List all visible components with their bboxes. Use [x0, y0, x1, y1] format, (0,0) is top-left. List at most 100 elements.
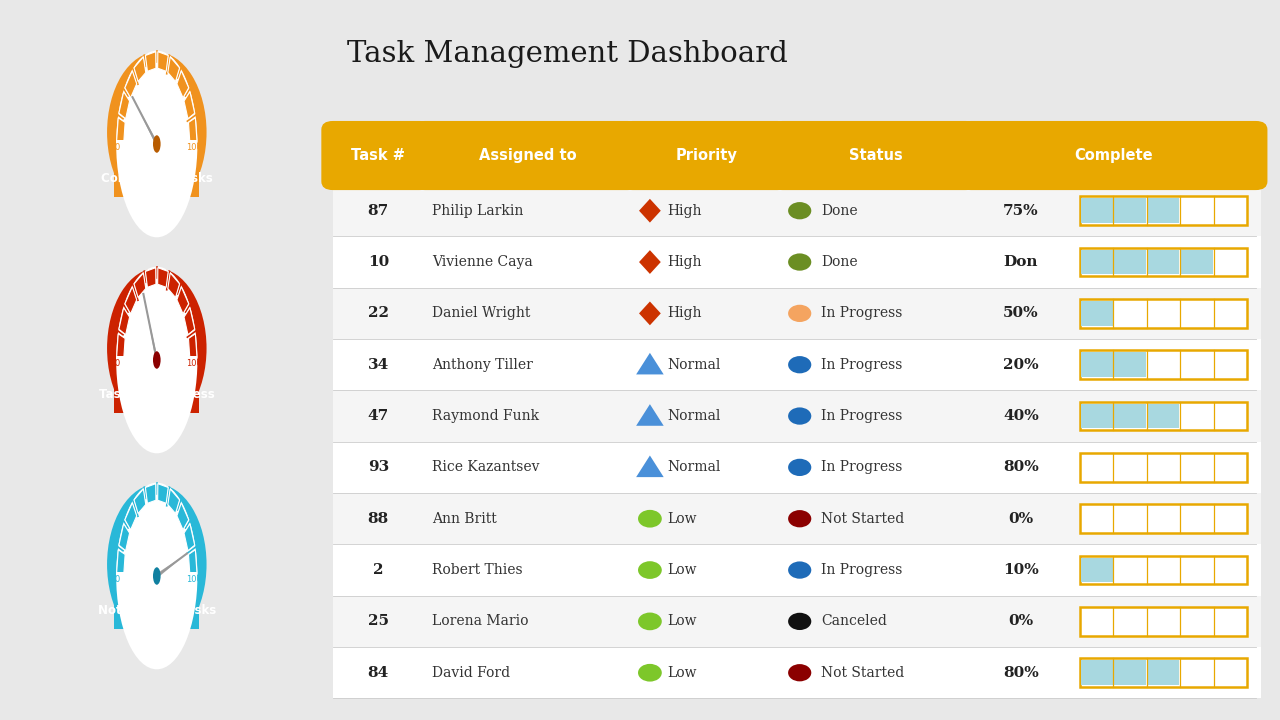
- FancyBboxPatch shape: [1114, 250, 1146, 274]
- Text: Task #: Task #: [351, 148, 406, 163]
- Text: In Progress: In Progress: [820, 409, 902, 423]
- Polygon shape: [639, 250, 660, 274]
- Text: Completed Tasks: Completed Tasks: [101, 171, 212, 184]
- Text: Rice Kazantsev: Rice Kazantsev: [433, 460, 540, 474]
- FancyBboxPatch shape: [1080, 402, 1247, 431]
- Text: Raymond Funk: Raymond Funk: [433, 409, 540, 423]
- Polygon shape: [119, 307, 129, 335]
- Text: Done: Done: [820, 204, 858, 217]
- FancyBboxPatch shape: [771, 121, 978, 190]
- FancyBboxPatch shape: [1080, 558, 1112, 582]
- FancyBboxPatch shape: [1080, 658, 1247, 687]
- Text: Philip Larkin: Philip Larkin: [433, 204, 524, 217]
- Text: 84: 84: [367, 666, 389, 680]
- Text: Daniel Wright: Daniel Wright: [433, 307, 531, 320]
- Polygon shape: [116, 334, 125, 358]
- Polygon shape: [134, 489, 146, 513]
- FancyBboxPatch shape: [333, 493, 1261, 544]
- FancyBboxPatch shape: [1080, 660, 1112, 685]
- Polygon shape: [168, 273, 179, 297]
- Text: Not Started: Not Started: [820, 512, 904, 526]
- Text: 47: 47: [367, 409, 389, 423]
- FancyBboxPatch shape: [1114, 353, 1146, 377]
- Polygon shape: [168, 489, 179, 513]
- Polygon shape: [639, 302, 660, 325]
- Text: 0: 0: [115, 359, 120, 367]
- Text: High: High: [667, 307, 701, 320]
- Text: 40%: 40%: [1004, 409, 1039, 423]
- Polygon shape: [157, 268, 168, 287]
- Circle shape: [154, 567, 160, 585]
- Polygon shape: [134, 57, 146, 81]
- Polygon shape: [125, 71, 137, 98]
- FancyBboxPatch shape: [333, 442, 1261, 493]
- FancyBboxPatch shape: [1181, 250, 1213, 274]
- Circle shape: [788, 202, 812, 220]
- FancyBboxPatch shape: [114, 144, 200, 197]
- FancyBboxPatch shape: [333, 236, 1261, 288]
- Wedge shape: [116, 576, 197, 670]
- Circle shape: [788, 510, 812, 527]
- FancyBboxPatch shape: [1080, 301, 1112, 325]
- Polygon shape: [157, 484, 168, 503]
- Text: Priority: Priority: [676, 148, 737, 163]
- Text: 2: 2: [372, 563, 384, 577]
- FancyBboxPatch shape: [321, 121, 431, 190]
- Polygon shape: [146, 268, 156, 287]
- Text: 87: 87: [367, 204, 389, 217]
- FancyBboxPatch shape: [114, 360, 200, 413]
- Text: 93: 93: [367, 460, 389, 474]
- Polygon shape: [636, 456, 663, 477]
- Polygon shape: [156, 554, 187, 578]
- Circle shape: [154, 351, 160, 369]
- Text: 10: 10: [367, 255, 389, 269]
- Polygon shape: [116, 118, 125, 142]
- Text: High: High: [667, 255, 701, 269]
- Text: Anthony Tiller: Anthony Tiller: [433, 358, 534, 372]
- Ellipse shape: [108, 268, 206, 428]
- Polygon shape: [119, 523, 129, 551]
- Text: 80%: 80%: [1004, 666, 1039, 680]
- FancyBboxPatch shape: [1114, 660, 1146, 685]
- Polygon shape: [146, 484, 156, 503]
- Text: 100: 100: [186, 575, 201, 583]
- Polygon shape: [143, 294, 157, 361]
- FancyBboxPatch shape: [116, 356, 197, 364]
- Polygon shape: [125, 287, 137, 314]
- FancyBboxPatch shape: [333, 288, 1261, 339]
- FancyBboxPatch shape: [1148, 199, 1179, 223]
- FancyBboxPatch shape: [1080, 504, 1247, 533]
- FancyBboxPatch shape: [621, 121, 788, 190]
- Text: 25: 25: [367, 614, 389, 629]
- Polygon shape: [134, 273, 146, 297]
- Text: Assigned to: Assigned to: [479, 148, 577, 163]
- Text: 75%: 75%: [1004, 204, 1039, 217]
- FancyBboxPatch shape: [1148, 660, 1179, 685]
- Ellipse shape: [108, 484, 206, 644]
- Polygon shape: [157, 52, 168, 71]
- Circle shape: [154, 135, 160, 153]
- Text: Ann Britt: Ann Britt: [433, 512, 497, 526]
- Polygon shape: [184, 523, 195, 551]
- Polygon shape: [125, 503, 137, 530]
- FancyBboxPatch shape: [1080, 404, 1112, 428]
- Text: 0%: 0%: [1009, 512, 1033, 526]
- FancyBboxPatch shape: [333, 185, 1261, 236]
- Text: 100: 100: [186, 143, 201, 151]
- Wedge shape: [116, 482, 197, 576]
- Polygon shape: [184, 91, 195, 119]
- FancyBboxPatch shape: [1148, 404, 1179, 428]
- Circle shape: [788, 664, 812, 681]
- Polygon shape: [639, 199, 660, 222]
- Text: 80%: 80%: [1004, 460, 1039, 474]
- Text: 0: 0: [115, 575, 120, 583]
- FancyBboxPatch shape: [1080, 299, 1247, 328]
- FancyBboxPatch shape: [413, 121, 639, 190]
- Polygon shape: [184, 307, 195, 335]
- Text: In Progress: In Progress: [820, 460, 902, 474]
- Circle shape: [788, 562, 812, 579]
- Text: 34: 34: [367, 358, 389, 372]
- Wedge shape: [116, 50, 197, 144]
- Text: Robert Thies: Robert Thies: [433, 563, 524, 577]
- Text: Status: Status: [849, 148, 902, 163]
